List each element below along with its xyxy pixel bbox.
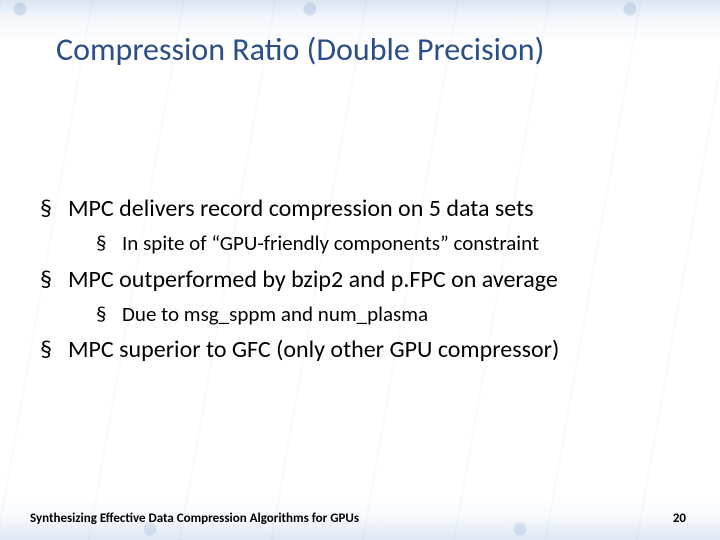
bullet-sublist: In spite of “GPU-friendly components” co… — [68, 229, 680, 257]
bullet-list: MPC delivers record compression on 5 dat… — [40, 193, 680, 367]
bullet-subitem: In spite of “GPU-friendly components” co… — [68, 229, 680, 257]
slide-body: MPC delivers record compression on 5 dat… — [0, 69, 720, 540]
page-number: 20 — [673, 511, 686, 526]
bullet-text: MPC outperformed by bzip2 and p.FPC on a… — [68, 265, 558, 294]
bullet-subtext: In spite of “GPU-friendly components” co… — [122, 230, 539, 256]
bullet-text: MPC delivers record compression on 5 dat… — [68, 194, 534, 223]
bullet-item: MPC superior to GFC (only other GPU comp… — [40, 334, 680, 366]
bullet-subitem: Due to msg_sppm and num_plasma — [68, 300, 680, 328]
footer-text: Synthesizing Effective Data Compression … — [30, 511, 359, 526]
bullet-sublist: Due to msg_sppm and num_plasma — [68, 300, 680, 328]
bullet-subtext: Due to msg_sppm and num_plasma — [122, 301, 428, 327]
footer: Synthesizing Effective Data Compression … — [0, 511, 720, 526]
slide-title: Compression Ratio (Double Precision) — [56, 30, 680, 69]
bullet-item: MPC outperformed by bzip2 and p.FPC on a… — [40, 264, 680, 329]
slide: Compression Ratio (Double Precision) MPC… — [0, 0, 720, 540]
bullet-item: MPC delivers record compression on 5 dat… — [40, 193, 680, 258]
bullet-text: MPC superior to GFC (only other GPU comp… — [68, 335, 559, 364]
